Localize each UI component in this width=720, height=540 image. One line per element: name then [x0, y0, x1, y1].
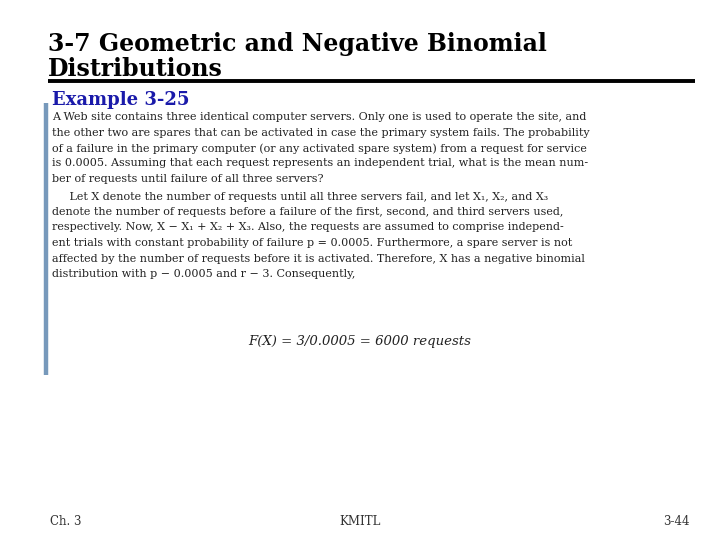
- Text: 3-44: 3-44: [664, 515, 690, 528]
- Text: ber of requests until failure of all three servers?: ber of requests until failure of all thr…: [52, 174, 323, 184]
- Text: Ch. 3: Ch. 3: [50, 515, 81, 528]
- Text: ent trials with constant probability of failure p = 0.0005. Furthermore, a spare: ent trials with constant probability of …: [52, 238, 572, 248]
- Text: of a failure in the primary computer (or any activated spare system) from a requ: of a failure in the primary computer (or…: [52, 143, 587, 153]
- Text: KMITL: KMITL: [339, 515, 381, 528]
- Text: denote the number of requests before a failure of the first, second, and third s: denote the number of requests before a f…: [52, 207, 563, 217]
- Text: is 0.0005. Assuming that each request represents an independent trial, what is t: is 0.0005. Assuming that each request re…: [52, 159, 588, 168]
- Text: respectively. Now, X − X₁ + X₂ + X₃. Also, the requests are assumed to comprise : respectively. Now, X − X₁ + X₂ + X₃. Als…: [52, 222, 564, 233]
- Text: the other two are spares that can be activated in case the primary system fails.: the other two are spares that can be act…: [52, 127, 590, 138]
- Text: F(X) = 3/0.0005 = 6000 requests: F(X) = 3/0.0005 = 6000 requests: [248, 335, 472, 348]
- Text: 3-7 Geometric and Negative Binomial: 3-7 Geometric and Negative Binomial: [48, 32, 547, 56]
- Text: affected by the number of requests before it is activated. Therefore, X has a ne: affected by the number of requests befor…: [52, 253, 585, 264]
- Text: Distributions: Distributions: [48, 57, 223, 81]
- Text: Example 3-25: Example 3-25: [52, 91, 189, 109]
- Text: Let X denote the number of requests until all three servers fail, and let X₁, X₂: Let X denote the number of requests unti…: [52, 192, 548, 201]
- Text: A Web site contains three identical computer servers. Only one is used to operat: A Web site contains three identical comp…: [52, 112, 586, 122]
- Text: distribution with p − 0.0005 and r − 3. Consequently,: distribution with p − 0.0005 and r − 3. …: [52, 269, 356, 279]
